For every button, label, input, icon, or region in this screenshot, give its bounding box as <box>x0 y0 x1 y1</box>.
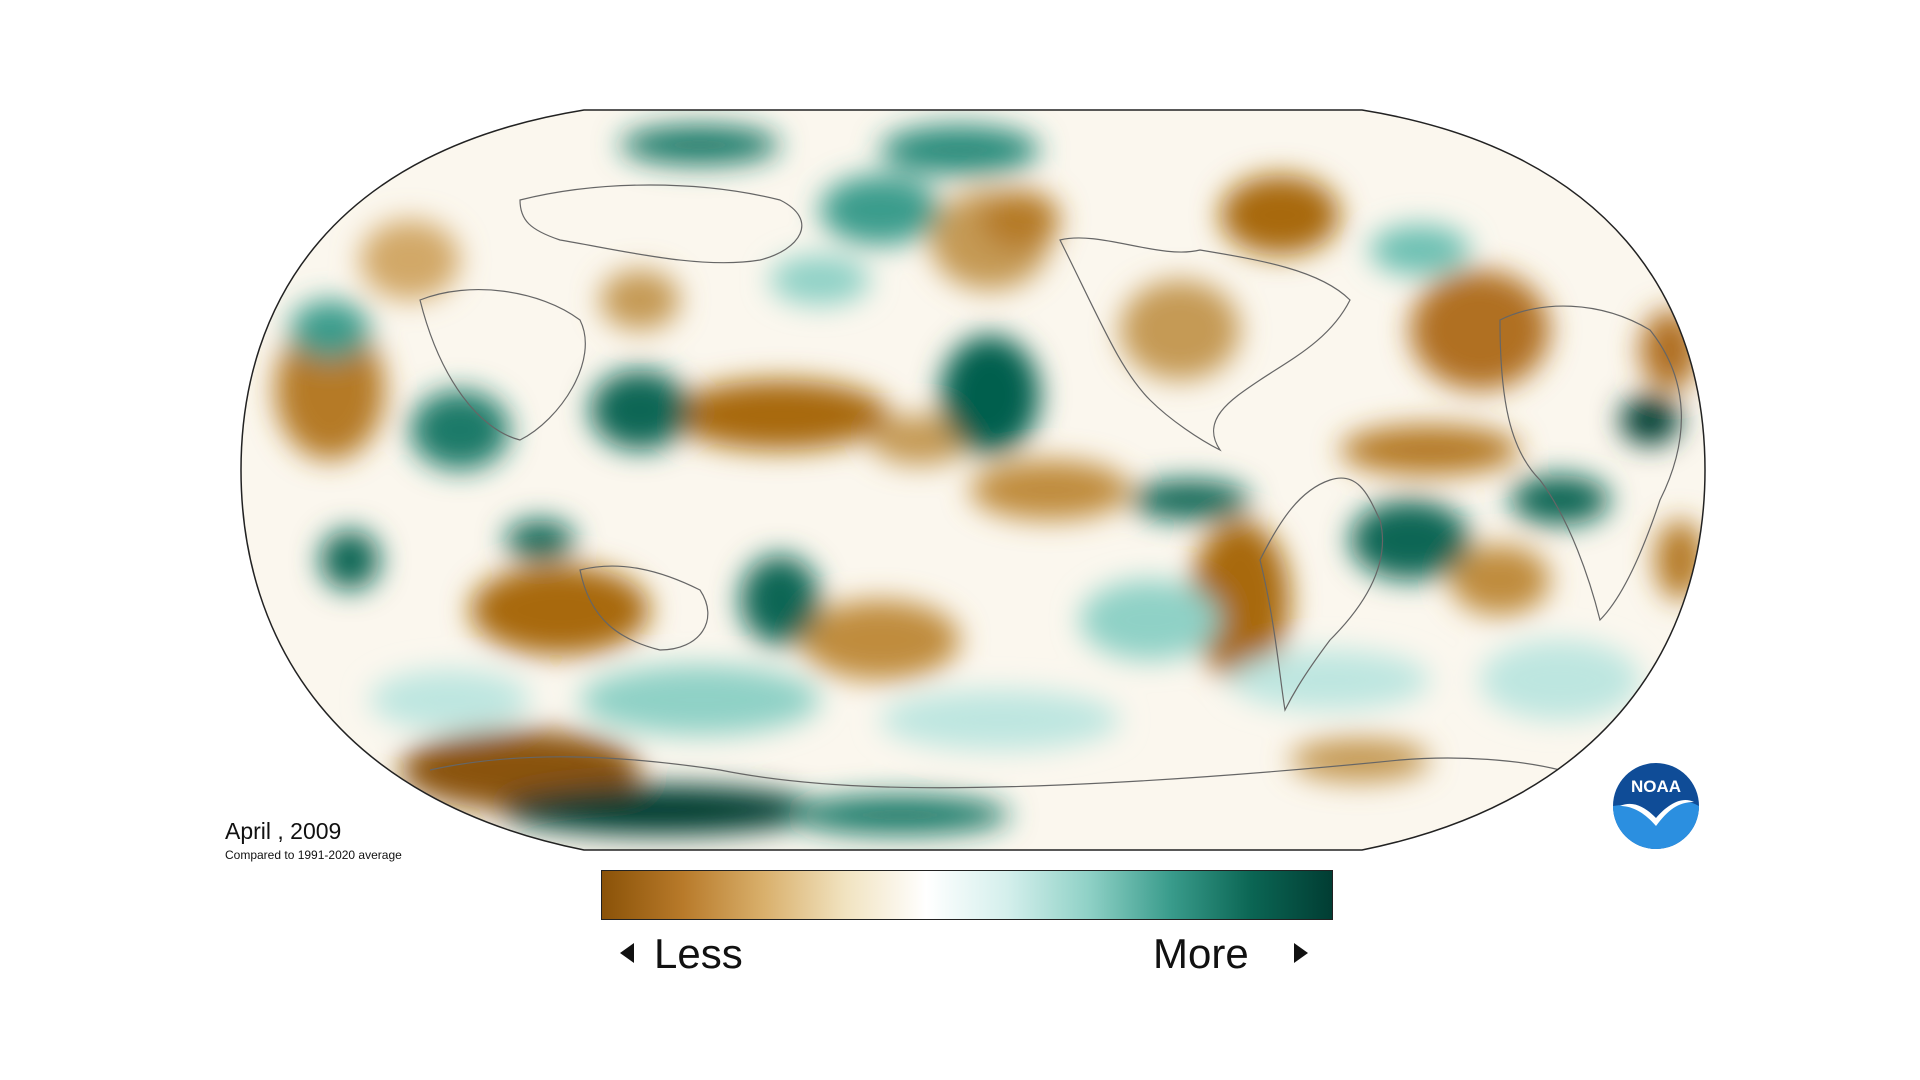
coastline-path <box>519 184 803 264</box>
anomaly-blob <box>1190 520 1290 680</box>
coastline-path <box>579 565 709 651</box>
anomaly-blob <box>1120 280 1240 380</box>
anomaly-blob <box>770 255 870 305</box>
noaa-logo-text: NOAA <box>1631 777 1681 796</box>
anomaly-blob <box>470 565 650 655</box>
anomaly-blob <box>870 415 970 465</box>
coastline-path <box>1259 477 1384 712</box>
anomaly-blob <box>620 125 780 165</box>
coastlines <box>419 184 1682 789</box>
anomaly-blob <box>410 390 510 470</box>
legend-less-label: Less <box>654 930 743 977</box>
anomaly-blob <box>880 125 1040 175</box>
anomaly-blob <box>1480 640 1640 720</box>
less-arrow-icon <box>620 943 634 963</box>
anomaly-blob <box>980 190 1060 250</box>
coastline-path <box>1499 305 1682 622</box>
anomaly-blob <box>360 220 460 300</box>
anomaly-blob <box>1510 475 1610 525</box>
anomaly-blob <box>970 460 1130 520</box>
anomaly-blob <box>500 785 820 835</box>
anomaly-blob <box>790 795 1010 835</box>
anomaly-blob <box>1655 520 1705 600</box>
anomaly-blob <box>580 665 820 735</box>
map-date-label: April , 2009 <box>225 818 342 844</box>
anomaly-blob <box>940 335 1040 455</box>
anomaly-blob <box>1640 310 1700 390</box>
anomaly-blob <box>370 670 530 730</box>
anomaly-blob <box>1410 270 1550 390</box>
coastline-path <box>419 288 586 441</box>
anomaly-blob <box>1080 580 1220 660</box>
anomaly-field <box>275 125 1705 835</box>
anomaly-blob <box>1620 395 1680 445</box>
color-scale-bar <box>601 870 1333 920</box>
anomaly-blob <box>1370 225 1470 275</box>
noaa-logo-icon: NOAA <box>1613 763 1699 849</box>
anomaly-blob <box>1230 650 1430 710</box>
anomaly-blob <box>505 520 575 560</box>
anomaly-blob <box>1290 738 1430 782</box>
anomaly-blob <box>1340 425 1520 475</box>
more-arrow-icon <box>1294 943 1308 963</box>
coastline-path <box>429 756 1561 789</box>
anomaly-blob <box>740 555 820 645</box>
coastline-path <box>1059 237 1351 452</box>
anomaly-blob <box>670 380 890 450</box>
anomaly-blob <box>800 600 960 680</box>
anomaly-blob <box>275 320 385 460</box>
anomaly-blob <box>600 270 680 330</box>
anomaly-blob <box>820 175 940 245</box>
anomaly-blob <box>1450 545 1550 615</box>
anomaly-blob <box>290 300 370 360</box>
map-outline <box>240 109 1706 851</box>
anomaly-blob <box>320 530 380 590</box>
anomaly-blob <box>590 370 690 450</box>
map-subtitle: Compared to 1991-2020 average <box>225 848 402 862</box>
legend-more-label: More <box>1153 930 1249 977</box>
anomaly-blob <box>1350 500 1470 580</box>
anomaly-blob <box>1220 175 1340 255</box>
anomaly-blob <box>1130 480 1250 520</box>
anomaly-blob <box>880 690 1120 750</box>
